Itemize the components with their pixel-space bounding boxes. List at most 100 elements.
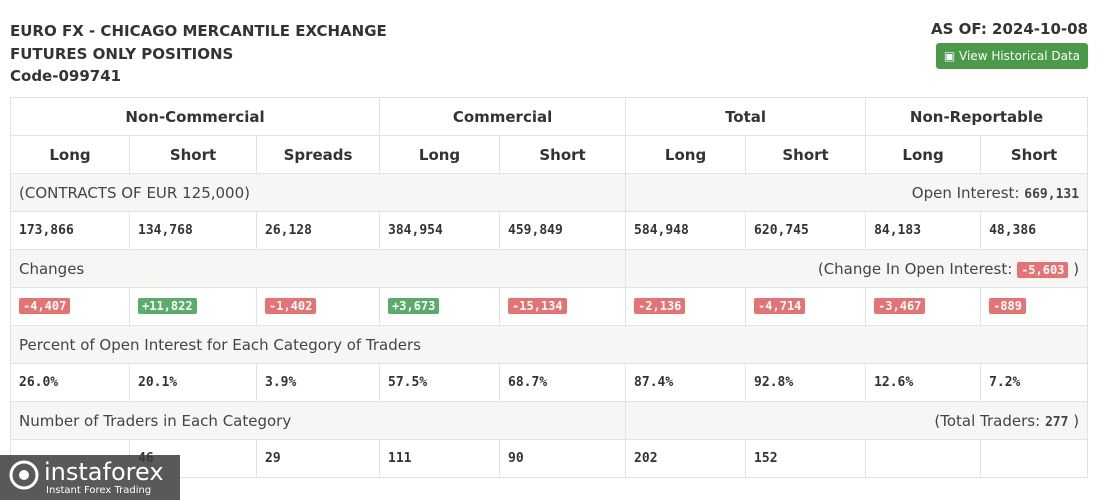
data-cell: 20.1% [129,363,257,402]
change-badge: +11,822 [138,298,197,314]
cell-value: 111 [388,451,412,466]
cell-value: 20.1% [138,375,178,390]
column-header: Short [129,135,257,174]
section-row: (CONTRACTS OF EUR 125,000) Open Interest:… [9,173,1089,212]
change-badge: +3,673 [388,298,440,314]
cell-value: 26,128 [265,223,312,238]
watermark: instaforex Instant Forex Trading [0,455,180,500]
column-header: Long [865,135,982,174]
data-cell: 84,183 [865,211,982,250]
data-cell: 12.6% [865,363,982,402]
cell-value: 12.6% [874,375,914,390]
section-summary: (Change In Open Interest: -5,603 ) [625,249,1089,288]
summary-value: -5,603 [1017,261,1069,278]
summary-label: (Change In Open Interest: [817,259,1013,278]
data-cell: 26.0% [10,363,130,402]
cell-value: 202 [634,451,658,466]
summary-value: 669,131 [1024,186,1080,202]
group-header: Non-Reportable [865,97,1089,136]
group-header: Total [625,97,867,136]
change-badge: -3,467 [874,298,926,314]
column-header: Short [745,135,867,174]
data-cell: 87.4% [625,363,747,402]
button-label: View Historical Data [959,49,1080,63]
as-of: AS OF: 2024-10-08 [931,20,1088,38]
section-label: Number of Traders in Each Category [9,401,627,440]
column-header: Long [625,135,747,174]
data-row: 462911190202152 [10,439,1089,478]
column-header: Spreads [255,135,381,174]
view-historical-button[interactable]: ▣ View Historical Data [935,43,1088,69]
data-cell: -4,407 [10,287,130,326]
change-badge: -15,134 [508,298,567,314]
summary-suffix: ) [1073,411,1080,430]
cell-value: 620,745 [754,223,809,238]
data-cell: 29 [255,439,381,478]
data-cell: -1,402 [255,287,381,326]
data-cell: +3,673 [379,287,501,326]
data-cell: 3.9% [255,363,381,402]
data-cell: -4,714 [745,287,867,326]
section-row: Changes (Change In Open Interest: -5,603 … [9,249,1089,288]
section-summary: Open Interest: 669,131 [625,173,1089,212]
data-cell: 134,768 [129,211,257,250]
data-cell: 111 [379,439,501,478]
data-cell: 459,849 [499,211,627,250]
data-row: 26.0% 20.1% 3.9% 57.5% 68.7% 87.4% 92.8% 12.6% 7… [10,363,1089,402]
cell-value: 57.5% [388,375,428,390]
data-cell [865,439,982,478]
summary-label: Open Interest: [911,183,1020,202]
summary-value: 277 [1044,414,1069,430]
data-cell: 7.2% [980,363,1089,402]
column-row: Long Short Spreads Long Short Long Short Long Sh… [10,135,1089,174]
data-cell: 202 [625,439,747,478]
cell-value: 152 [754,451,778,466]
cell-value: 384,954 [388,223,443,238]
cell-value: 3.9% [265,375,297,390]
data-cell: -2,136 [625,287,747,326]
section-row: Percent of Open Interest for Each Catego… [9,325,1089,364]
group-row: Non-Commercial Commercial Total Non-Reporta… [9,97,1089,136]
cell-value: 173,866 [19,223,74,238]
column-header: Long [10,135,130,174]
change-badge: -4,714 [754,298,806,314]
section-row: Number of Traders in Each Category (Total… [9,401,1089,440]
cell-value: 90 [508,451,524,466]
data-cell [980,439,1089,478]
cell-value: 584,948 [634,223,689,238]
cell-value: 134,768 [138,223,193,238]
summary-label: (Total Traders: [934,411,1041,430]
data-cell: 90 [499,439,627,478]
cell-value: 7.2% [989,375,1021,390]
data-cell: 26,128 [255,211,381,250]
change-badge: -1,402 [265,298,317,314]
cell-value: 92.8% [754,375,794,390]
data-cell: 92.8% [745,363,867,402]
data-cell: +11,822 [129,287,257,326]
data-cell: 384,954 [379,211,501,250]
change-badge: -4,407 [19,298,71,314]
cell-value: 459,849 [508,223,563,238]
brand: instaforex [44,458,164,486]
data-cell: 173,866 [10,211,130,250]
header: EURO FX - CHICAGO MERCANTILE EXCHANGE FUT… [10,20,387,88]
data-row: -4,407 +11,822 -1,402 +3,673 -15,134 -2,136 -4… [10,287,1089,326]
title-line: Code-099741 [10,67,122,85]
cell-value: 84,183 [874,223,922,238]
data-cell: 68.7% [499,363,627,402]
section-label: Percent of Open Interest for Each Catego… [9,325,1089,364]
cell-value: 48,386 [989,223,1037,238]
data-cell: 152 [745,439,867,478]
data-cell: 57.5% [379,363,501,402]
data-cell: -15,134 [499,287,627,326]
title-line: EURO FX - CHICAGO MERCANTILE EXCHANGE [10,22,387,40]
section-label: (CONTRACTS OF EUR 125,000) [9,173,627,212]
cell-value: 87.4% [634,375,674,390]
cell-value: 26.0% [19,375,59,390]
data-cell: 48,386 [980,211,1089,250]
title-line: FUTURES ONLY POSITIONS [10,44,234,63]
data-cell: -889 [980,287,1089,326]
data-cell: 620,745 [745,211,867,250]
positions-table: Non-Commercial Commercial Total Non-Reporta… [9,97,1089,478]
summary-suffix: ) [1073,259,1080,278]
